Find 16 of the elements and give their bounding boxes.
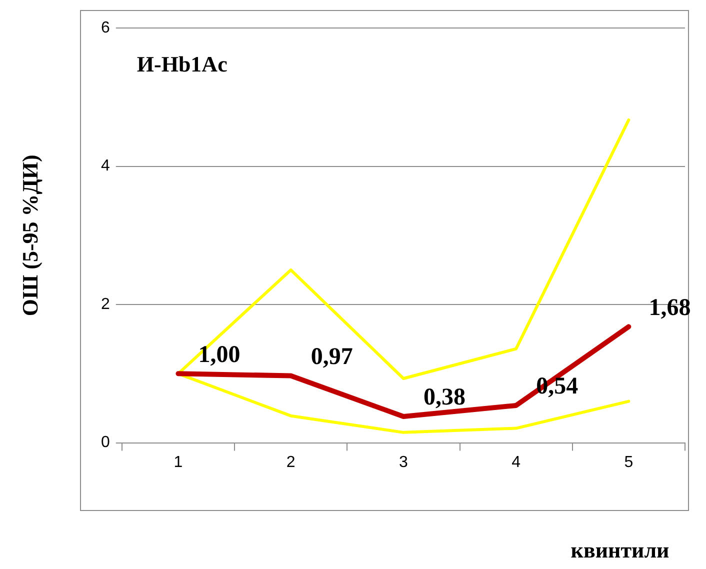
y-tick-label: 0 [100,434,110,452]
data-label: 0,38 [423,384,466,411]
y-tick-label: 4 [100,158,110,175]
x-tick-label: 5 [624,454,634,471]
y-tick-label: 6 [100,19,110,36]
x-tick-label: 2 [286,454,296,471]
data-label: 0,97 [310,344,353,370]
x-tick-label: 4 [512,454,521,471]
x-tick-label: 1 [174,454,183,471]
data-label: 1,68 [648,294,691,321]
text: И-Hb1Ac [136,52,228,77]
y-tick-label: 2 [100,296,110,313]
y-axis-title: ОШ (5-95 %ДИ) [18,154,43,316]
x-axis-title: квинтили [570,538,670,563]
x-tick-label: 3 [398,454,408,471]
data-label: 1,00 [198,342,240,368]
